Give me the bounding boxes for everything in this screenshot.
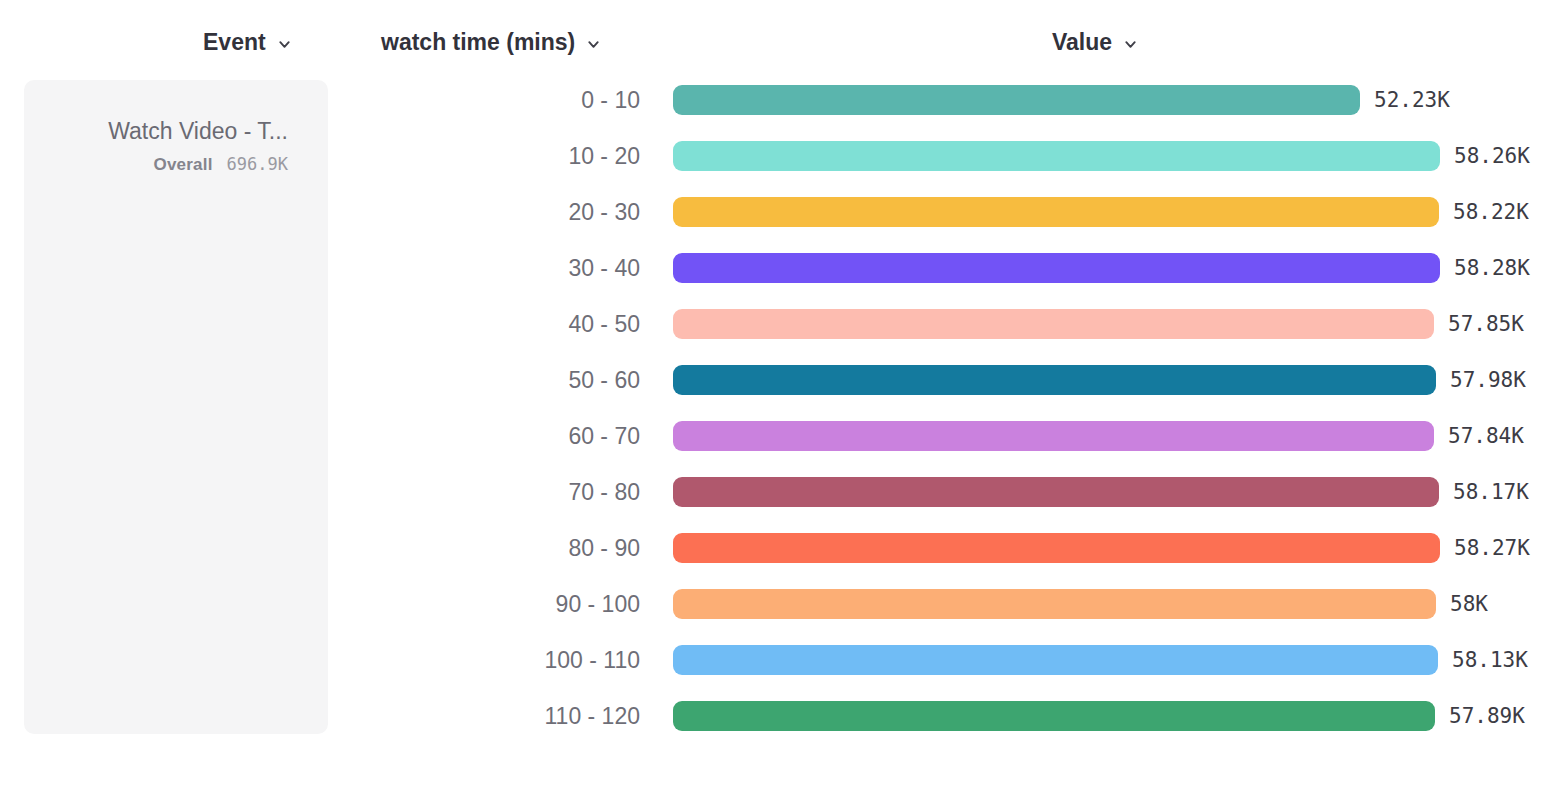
category-label: 20 - 30 [0,199,640,226]
chart-row: 60 - 70 57.84K [0,408,1568,464]
category-label: 100 - 110 [0,647,640,674]
value-bar[interactable] [673,477,1439,507]
bar-wrap: 57.84K [673,421,1524,451]
bar-wrap: 58.27K [673,533,1530,563]
chevron-down-icon [1123,37,1138,52]
bar-wrap: 58.28K [673,253,1530,283]
chart-row: 90 - 100 58K [0,576,1568,632]
category-label: 80 - 90 [0,535,640,562]
chart-row: 30 - 40 58.28K [0,240,1568,296]
value-label: 58.22K [1453,200,1529,224]
value-label: 52.23K [1374,88,1450,112]
bar-wrap: 58K [673,589,1488,619]
value-bar[interactable] [673,533,1440,563]
category-label: 70 - 80 [0,479,640,506]
value-label: 57.85K [1448,312,1524,336]
chart-row: 0 - 10 52.23K [0,72,1568,128]
category-label: 90 - 100 [0,591,640,618]
category-label: 50 - 60 [0,367,640,394]
chart-row: 10 - 20 58.26K [0,128,1568,184]
chevron-down-icon [277,37,292,52]
chart-row: 110 - 120 57.89K [0,688,1568,744]
breakdown-column-dropdown[interactable]: watch time (mins) [381,29,601,56]
chart-row: 40 - 50 57.85K [0,296,1568,352]
bar-wrap: 58.13K [673,645,1528,675]
event-column-dropdown[interactable]: Event [203,29,292,56]
chart-row: 70 - 80 58.17K [0,464,1568,520]
value-label: 58K [1450,592,1488,616]
category-label: 110 - 120 [0,703,640,730]
value-column-label: Value [1052,29,1112,56]
chart-row: 80 - 90 58.27K [0,520,1568,576]
event-column-label: Event [203,29,266,56]
category-label: 10 - 20 [0,143,640,170]
chart-row: 20 - 30 58.22K [0,184,1568,240]
bar-wrap: 58.17K [673,477,1529,507]
bar-chart-rows: 0 - 10 52.23K 10 - 20 58.26K 20 - 30 58.… [0,72,1568,744]
value-label: 58.13K [1452,648,1528,672]
category-label: 30 - 40 [0,255,640,282]
value-bar[interactable] [673,421,1434,451]
bar-wrap: 52.23K [673,85,1450,115]
category-label: 60 - 70 [0,423,640,450]
value-label: 58.28K [1454,256,1530,280]
value-bar[interactable] [673,589,1436,619]
value-column-dropdown[interactable]: Value [1052,29,1138,56]
value-label: 57.89K [1449,704,1525,728]
bar-wrap: 58.22K [673,197,1529,227]
value-bar[interactable] [673,309,1434,339]
value-label: 58.27K [1454,536,1530,560]
value-bar[interactable] [673,645,1438,675]
value-bar[interactable] [673,197,1439,227]
bar-wrap: 57.98K [673,365,1526,395]
value-bar[interactable] [673,141,1440,171]
value-label: 57.98K [1450,368,1526,392]
value-label: 58.17K [1453,480,1529,504]
category-label: 0 - 10 [0,87,640,114]
bar-wrap: 57.85K [673,309,1524,339]
insights-bar-chart-view: Event watch time (mins) Value Watch Vide… [0,0,1568,790]
category-label: 40 - 50 [0,311,640,338]
bar-wrap: 58.26K [673,141,1530,171]
value-label: 58.26K [1454,144,1530,168]
value-label: 57.84K [1448,424,1524,448]
chart-row: 50 - 60 57.98K [0,352,1568,408]
chart-row: 100 - 110 58.13K [0,632,1568,688]
value-bar[interactable] [673,365,1436,395]
value-bar[interactable] [673,701,1435,731]
chevron-down-icon [586,37,601,52]
breakdown-column-label: watch time (mins) [381,29,575,56]
value-bar[interactable] [673,253,1440,283]
bar-wrap: 57.89K [673,701,1525,731]
value-bar[interactable] [673,85,1360,115]
